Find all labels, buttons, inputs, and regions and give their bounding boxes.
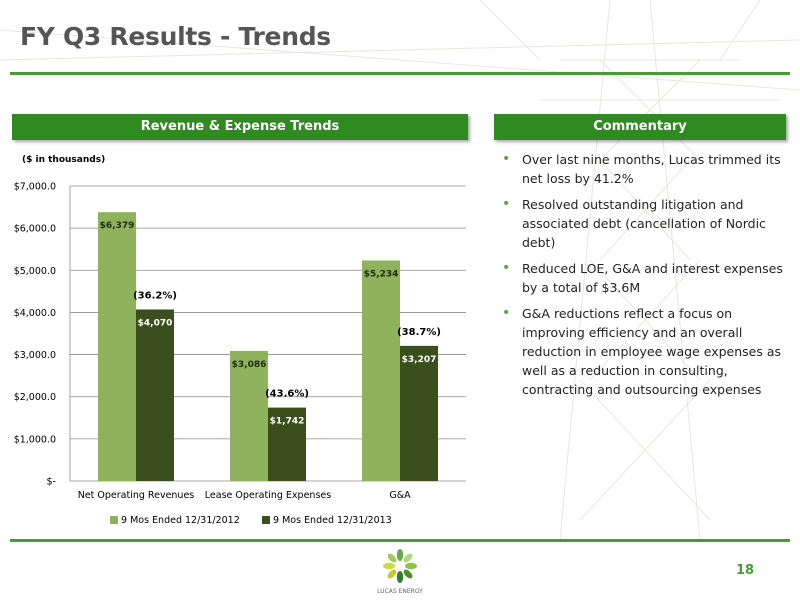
bullet-icon: • — [502, 260, 511, 276]
title-divider — [10, 72, 790, 75]
y-tick-label: $1,000.0 — [14, 434, 56, 445]
y-tick-label: $- — [47, 477, 56, 488]
y-tick-label: $5,000.0 — [14, 266, 56, 277]
y-tick-label: $3,000.0 — [14, 350, 56, 361]
slide-title: FY Q3 Results - Trends — [20, 22, 331, 51]
commentary-text: G&A reductions reflect a focus on improv… — [522, 306, 782, 397]
revenue-expense-header: Revenue & Expense Trends — [12, 114, 468, 140]
commentary-list: • Over last nine months, Lucas trimmed it… — [502, 150, 792, 406]
commentary-bullet: • Reduced LOE, G&A and interest expenses … — [502, 259, 792, 297]
bar-2013 — [268, 407, 306, 481]
units-note: ($ in thousands) — [22, 155, 106, 165]
logo-text: LUCAS ENERGY — [377, 588, 423, 595]
y-tick-label: $7,000.0 — [14, 182, 56, 193]
y-tick-label: $4,000.0 — [14, 308, 56, 319]
page-number: 18 — [736, 563, 755, 578]
percent-change-annotation: (36.2%) — [133, 290, 177, 301]
lucas-energy-logo: LUCAS ENERGY — [377, 549, 423, 595]
data-label: $3,086 — [232, 360, 267, 370]
legend-swatch — [262, 516, 270, 524]
legend-swatch — [110, 516, 118, 524]
commentary-bullet: • G&A reductions reflect a focus on impro… — [502, 304, 792, 399]
commentary-bullet: • Resolved outstanding litigation and ass… — [502, 195, 792, 252]
y-tick-label: $6,000.0 — [14, 224, 56, 235]
commentary-header: Commentary — [494, 114, 786, 140]
commentary-text: Over last nine months, Lucas trimmed its… — [522, 152, 781, 186]
data-label: $6,379 — [100, 221, 135, 231]
data-label: $4,070 — [138, 318, 173, 328]
bar-2013 — [400, 345, 438, 481]
data-label: $5,234 — [364, 269, 399, 279]
data-label: $3,207 — [402, 355, 437, 365]
bar-2012 — [98, 212, 136, 481]
data-label: $1,742 — [270, 417, 305, 427]
bullet-icon: • — [502, 151, 511, 167]
bullet-icon: • — [502, 305, 511, 321]
legend-label: 9 Mos Ended 12/31/2013 — [273, 515, 392, 526]
x-category-label: Net Operating Revenues — [78, 490, 195, 501]
percent-change-annotation: (38.7%) — [397, 327, 441, 338]
commentary-text: Resolved outstanding litigation and asso… — [522, 197, 766, 250]
percent-change-annotation: (43.6%) — [265, 389, 309, 400]
y-tick-label: $2,000.0 — [14, 392, 56, 403]
revenue-expense-bar-chart: $- $1,000.0 $2,000.0 $3,000.0 $4,000.0 $5,000… — [14, 182, 466, 526]
bullet-icon: • — [502, 196, 511, 212]
legend-label: 9 Mos Ended 12/31/2012 — [121, 515, 240, 526]
bar-2013 — [136, 309, 174, 481]
commentary-bullet: • Over last nine months, Lucas trimmed it… — [502, 150, 792, 188]
footer-divider — [10, 539, 790, 542]
commentary-text: Reduced LOE, G&A and interest expenses b… — [522, 261, 783, 295]
x-category-label: Lease Operating Expenses — [205, 490, 331, 501]
x-category-label: G&A — [389, 490, 411, 501]
bar-2012 — [362, 260, 400, 481]
bar-2012 — [230, 350, 268, 481]
